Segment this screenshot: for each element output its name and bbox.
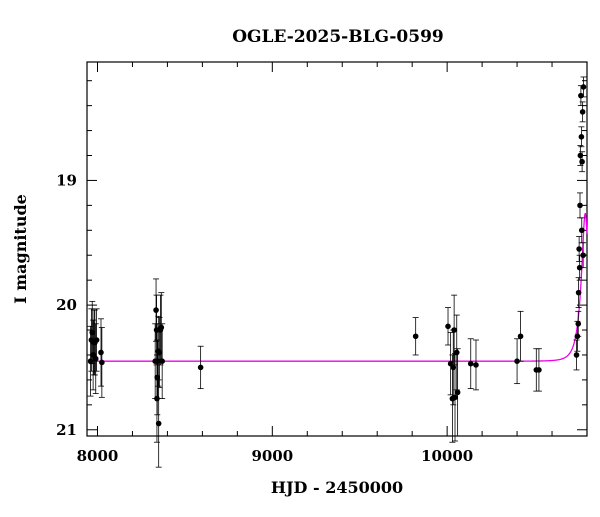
y-tick-label: 19 [56, 171, 77, 189]
data-point [517, 310, 524, 362]
data-point [412, 317, 419, 356]
data-point [575, 310, 582, 337]
point-marker [158, 324, 165, 331]
point-marker [467, 360, 474, 367]
point-marker [575, 321, 582, 327]
point-marker [578, 227, 585, 234]
data-point [92, 323, 99, 395]
data-point [454, 348, 461, 437]
x-tick-label: 10000 [421, 447, 473, 465]
data-point [514, 338, 521, 385]
x-axis-label: HJD - 2450000 [271, 478, 403, 497]
point-marker [575, 289, 582, 296]
point-marker [445, 323, 451, 330]
data-point [98, 327, 105, 398]
x-tick-label: 8000 [77, 447, 119, 465]
point-marker [578, 134, 585, 140]
data-point [577, 192, 584, 219]
data-point [93, 308, 100, 372]
point-marker [514, 358, 520, 365]
data-point [158, 292, 165, 363]
y-tick-labels: 19 20 21 [56, 171, 77, 438]
point-marker [577, 202, 583, 209]
data-point [576, 236, 583, 262]
point-marker [578, 92, 584, 99]
data-point [472, 339, 479, 391]
point-marker [576, 246, 582, 252]
data-point [580, 76, 587, 98]
axis-ticks [87, 62, 588, 436]
data-point [578, 126, 585, 148]
data-point [535, 348, 542, 392]
point-marker [517, 333, 524, 340]
point-marker [159, 358, 165, 365]
data-points [87, 76, 587, 468]
data-point [575, 277, 582, 308]
point-marker [579, 109, 586, 115]
data-point [579, 101, 586, 123]
point-marker [453, 349, 460, 356]
data-point [573, 339, 580, 371]
point-marker [536, 367, 542, 373]
point-marker [579, 158, 585, 165]
data-point [153, 278, 160, 342]
data-point [159, 323, 166, 400]
data-point [467, 338, 474, 390]
model-line [87, 212, 588, 362]
x-tick-labels: 8000 9000 10000 [77, 447, 474, 465]
point-marker [573, 352, 580, 358]
data-point [445, 307, 452, 346]
point-marker [580, 84, 587, 90]
point-marker [153, 307, 159, 313]
point-marker [99, 359, 105, 366]
point-marker [92, 355, 99, 362]
y-tick-label: 21 [56, 421, 77, 439]
y-tick-label: 20 [56, 296, 77, 314]
x-tick-label: 9000 [251, 447, 293, 465]
point-marker [576, 264, 583, 271]
point-marker [98, 349, 104, 356]
data-point [580, 242, 587, 269]
point-marker [197, 364, 204, 371]
model-curve [87, 212, 588, 362]
point-marker [93, 337, 100, 343]
chart-title: OGLE-2025-BLG-0599 [232, 27, 444, 47]
y-axis-label: I magnitude [11, 194, 30, 304]
point-marker [580, 252, 586, 259]
plot-frame [86, 61, 588, 437]
point-marker [452, 394, 458, 401]
point-marker [454, 389, 461, 396]
data-point [576, 254, 583, 281]
data-point [197, 345, 204, 390]
point-marker [412, 333, 419, 340]
point-marker [473, 362, 479, 368]
point-marker [451, 327, 457, 333]
data-point [579, 151, 586, 173]
point-marker [155, 420, 162, 427]
data-point [155, 379, 162, 468]
data-point [97, 318, 104, 387]
